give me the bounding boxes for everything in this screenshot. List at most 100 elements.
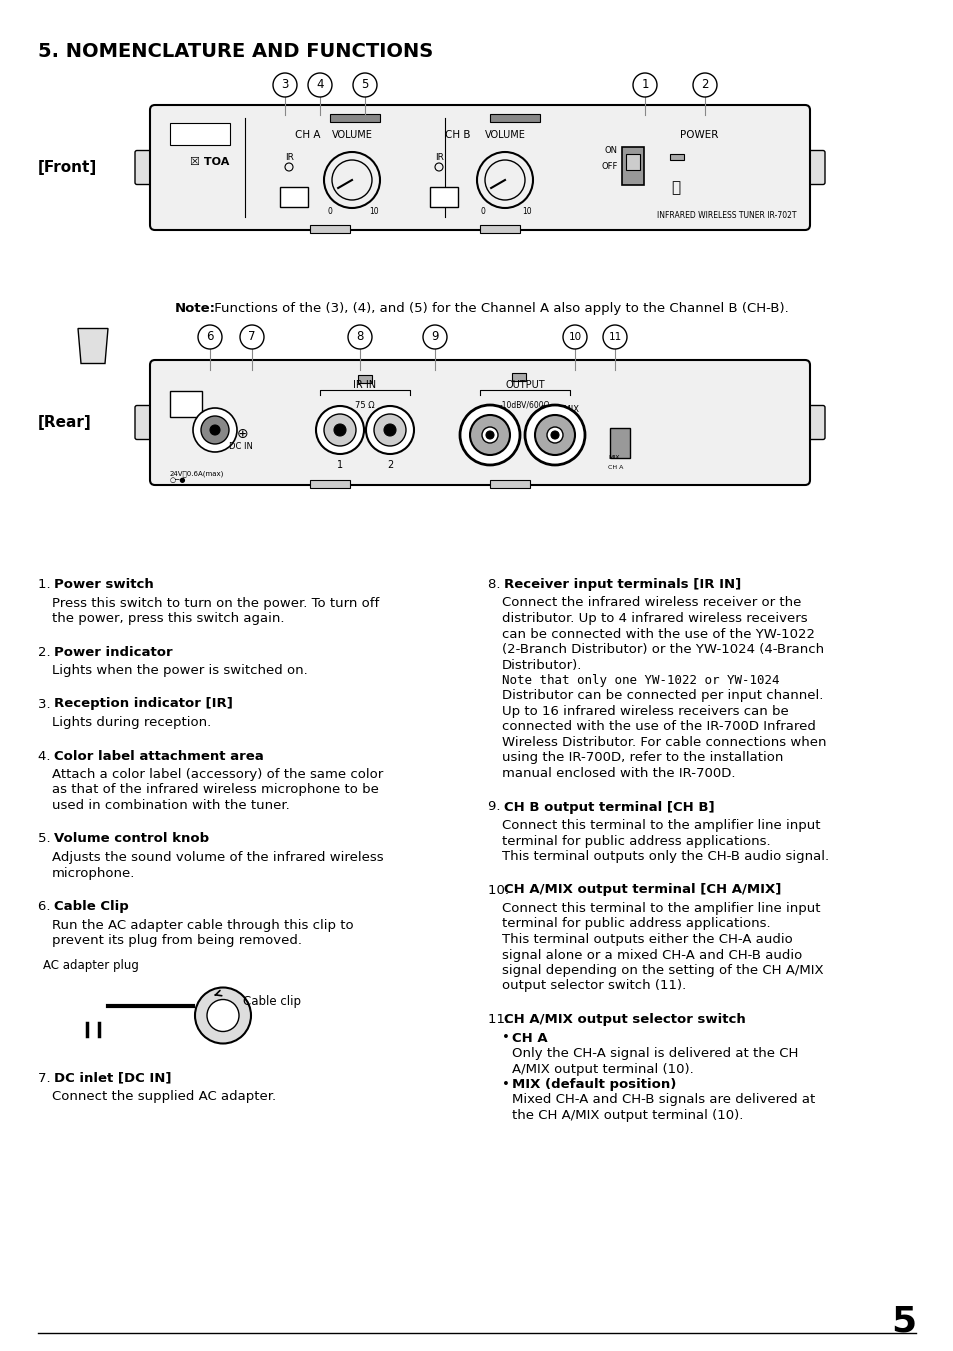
- Text: 9.: 9.: [488, 801, 504, 813]
- Text: IR: IR: [285, 153, 294, 162]
- Text: 3: 3: [281, 78, 289, 92]
- Text: Distributor).: Distributor).: [501, 658, 581, 671]
- Bar: [609, 428, 629, 458]
- Text: 1.: 1.: [38, 578, 55, 590]
- Text: used in combination with the tuner.: used in combination with the tuner.: [52, 798, 290, 812]
- Circle shape: [366, 407, 414, 454]
- Text: manual enclosed with the IR-700D.: manual enclosed with the IR-700D.: [501, 767, 735, 780]
- Circle shape: [315, 407, 364, 454]
- Text: ○─●: ○─●: [170, 477, 186, 484]
- Text: CH A/MIX output selector switch: CH A/MIX output selector switch: [503, 1013, 745, 1025]
- FancyBboxPatch shape: [150, 105, 809, 230]
- Text: 10: 10: [369, 207, 378, 216]
- Circle shape: [193, 408, 236, 453]
- Text: A/MIX output terminal (10).: A/MIX output terminal (10).: [512, 1062, 693, 1075]
- Text: VOLUME: VOLUME: [484, 130, 525, 141]
- Text: 2: 2: [387, 459, 393, 470]
- Text: Press this switch to turn on the power. To turn off: Press this switch to turn on the power. …: [52, 597, 379, 609]
- Circle shape: [374, 413, 406, 446]
- Bar: [310, 480, 350, 488]
- Text: [Rear]: [Rear]: [38, 415, 91, 430]
- Text: Color label attachment area: Color label attachment area: [54, 750, 263, 762]
- Text: CH B output terminal [CH B]: CH B output terminal [CH B]: [503, 801, 714, 813]
- Text: INFRARED WIRELESS TUNER IR-702T: INFRARED WIRELESS TUNER IR-702T: [657, 211, 796, 220]
- Text: 9: 9: [431, 331, 438, 343]
- Text: Only the CH-A signal is delivered at the CH: Only the CH-A signal is delivered at the…: [512, 1047, 798, 1061]
- Text: terminal for public address applications.: terminal for public address applications…: [501, 835, 770, 847]
- Text: MIX (default position): MIX (default position): [512, 1078, 676, 1092]
- Text: CH B: CH B: [444, 130, 470, 141]
- Text: 5: 5: [361, 78, 368, 92]
- Text: 5: 5: [890, 1305, 915, 1339]
- Bar: [479, 226, 519, 232]
- Text: Mixed CH-A and CH-B signals are delivered at: Mixed CH-A and CH-B signals are delivere…: [512, 1093, 815, 1106]
- Text: Connect this terminal to the amplifier line input: Connect this terminal to the amplifier l…: [501, 902, 820, 915]
- Circle shape: [353, 73, 376, 97]
- FancyBboxPatch shape: [802, 150, 824, 185]
- Text: DC inlet [DC IN]: DC inlet [DC IN]: [54, 1071, 172, 1085]
- Bar: [430, 186, 457, 207]
- Text: Cable clip: Cable clip: [243, 996, 301, 1008]
- Text: using the IR-700D, refer to the installation: using the IR-700D, refer to the installa…: [501, 751, 782, 765]
- Circle shape: [308, 73, 332, 97]
- Bar: [357, 376, 372, 382]
- Text: Adjusts the sound volume of the infrared wireless: Adjusts the sound volume of the infrared…: [52, 851, 383, 865]
- Bar: [310, 226, 350, 232]
- Text: can be connected with the use of the YW-1022: can be connected with the use of the YW-…: [501, 627, 814, 640]
- Text: (2-Branch Distributor) or the YW-1024 (4-Branch: (2-Branch Distributor) or the YW-1024 (4…: [501, 643, 823, 657]
- Text: This terminal outputs either the CH-A audio: This terminal outputs either the CH-A au…: [501, 934, 792, 946]
- Text: OUTPUT: OUTPUT: [505, 380, 544, 390]
- Text: 24V⏜0.6A(max): 24V⏜0.6A(max): [170, 470, 224, 477]
- Circle shape: [273, 73, 296, 97]
- Circle shape: [198, 326, 222, 349]
- Bar: [490, 113, 539, 122]
- Text: MIX: MIX: [607, 455, 618, 459]
- Text: This terminal outputs only the CH-B audio signal.: This terminal outputs only the CH-B audi…: [501, 850, 828, 863]
- Bar: [669, 154, 683, 159]
- Text: 7: 7: [248, 331, 255, 343]
- Circle shape: [481, 427, 497, 443]
- Text: Lights when the power is switched on.: Lights when the power is switched on.: [52, 663, 308, 677]
- Text: 0: 0: [327, 207, 332, 216]
- Text: the power, press this switch again.: the power, press this switch again.: [52, 612, 284, 626]
- Text: Run the AC adapter cable through this clip to: Run the AC adapter cable through this cl…: [52, 919, 354, 931]
- Text: DC IN: DC IN: [229, 442, 253, 451]
- Text: Volume control knob: Volume control knob: [54, 832, 209, 846]
- Text: Power switch: Power switch: [54, 578, 153, 590]
- Text: connected with the use of the IR-700D Infrared: connected with the use of the IR-700D In…: [501, 720, 815, 734]
- Text: 4.: 4.: [38, 750, 54, 762]
- Text: 6: 6: [206, 331, 213, 343]
- Circle shape: [602, 326, 626, 349]
- Text: Distributor can be connected per input channel.: Distributor can be connected per input c…: [501, 689, 822, 703]
- Text: Reception indicator [IR]: Reception indicator [IR]: [54, 697, 233, 711]
- Text: Note that only one YW-1022 or YW-1024: Note that only one YW-1022 or YW-1024: [501, 674, 779, 688]
- Circle shape: [692, 73, 717, 97]
- Circle shape: [524, 405, 584, 465]
- Text: Cable Clip: Cable Clip: [54, 900, 129, 913]
- Circle shape: [324, 413, 355, 446]
- Text: [Front]: [Front]: [38, 159, 97, 176]
- Bar: [330, 113, 379, 122]
- Text: the CH A/MIX output terminal (10).: the CH A/MIX output terminal (10).: [512, 1109, 742, 1121]
- Text: ⏻: ⏻: [671, 181, 679, 196]
- Text: -10dBV/600Ω: -10dBV/600Ω: [499, 401, 550, 409]
- Text: 0: 0: [480, 207, 485, 216]
- Circle shape: [562, 326, 586, 349]
- Text: as that of the infrared wireless microphone to be: as that of the infrared wireless microph…: [52, 784, 378, 797]
- Text: VOLUME: VOLUME: [332, 130, 372, 141]
- Text: Note:: Note:: [174, 303, 215, 315]
- Text: CH A: CH A: [294, 130, 320, 141]
- Circle shape: [201, 416, 229, 444]
- Circle shape: [334, 424, 346, 436]
- Circle shape: [207, 1000, 239, 1032]
- Bar: [280, 186, 308, 207]
- Text: 11.: 11.: [488, 1013, 513, 1025]
- Circle shape: [348, 326, 372, 349]
- Text: IR: IR: [435, 153, 443, 162]
- Bar: [621, 147, 643, 185]
- Text: 8.: 8.: [488, 578, 504, 590]
- Text: POWER: POWER: [679, 130, 718, 141]
- FancyBboxPatch shape: [150, 359, 809, 485]
- Circle shape: [210, 426, 220, 435]
- Circle shape: [422, 326, 447, 349]
